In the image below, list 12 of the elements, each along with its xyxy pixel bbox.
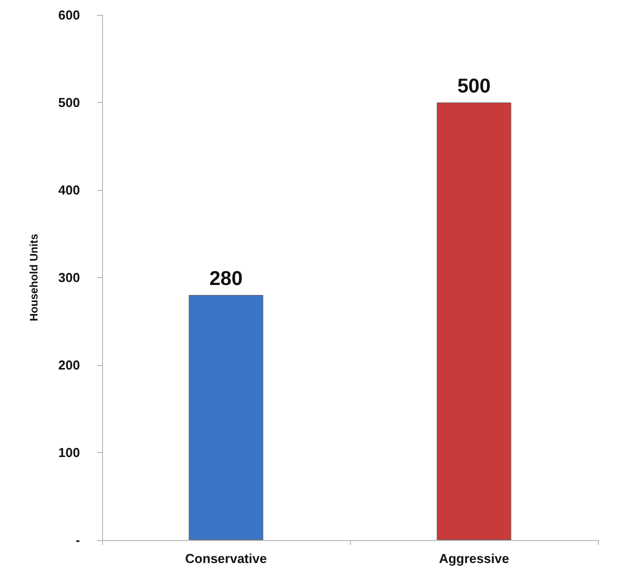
y-tick-label: - — [76, 532, 80, 548]
data-label: 280 — [209, 268, 243, 290]
y-tick-label: 600 — [58, 8, 80, 22]
y-tick-label: 400 — [58, 182, 80, 198]
x-tick-label: Aggressive — [438, 551, 510, 566]
y-axis-title: Household Units — [28, 234, 40, 322]
y-tick-label: 500 — [58, 95, 80, 110]
data-label: 500 — [457, 76, 491, 98]
x-tick-label: Conservative — [185, 551, 267, 566]
y-tick-label: 300 — [58, 270, 80, 285]
y-tick-label: 200 — [58, 358, 80, 372]
y-tick-label: 100 — [58, 445, 80, 460]
